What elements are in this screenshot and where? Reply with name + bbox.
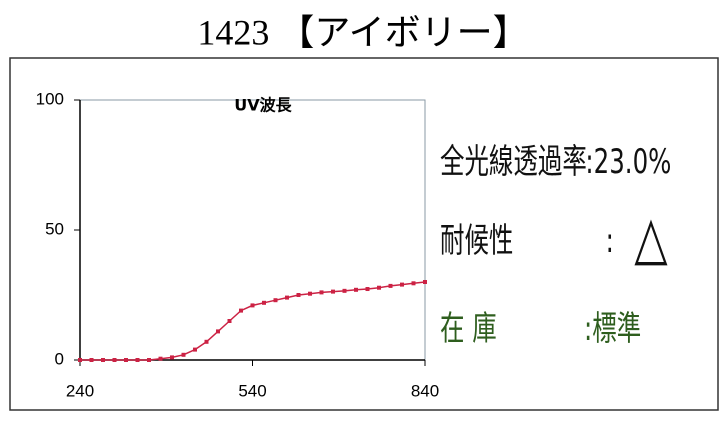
marker (250, 303, 255, 308)
marker (158, 356, 163, 361)
marker (411, 281, 416, 286)
frame (9, 57, 719, 411)
marker (365, 287, 370, 292)
x-tick-label: 240 (66, 381, 94, 400)
marker (170, 355, 174, 360)
marker (216, 329, 220, 334)
info-label: 全光線透過率 (440, 142, 587, 181)
marker (296, 293, 301, 297)
marker (308, 291, 312, 296)
marker (342, 288, 347, 293)
info-value: △ (634, 203, 668, 273)
marker (262, 300, 266, 305)
info-value: :23.0% (585, 142, 671, 181)
marker (227, 319, 232, 323)
series-line (80, 281, 426, 361)
info-value: :標準 (584, 309, 641, 348)
marker (101, 358, 105, 362)
marker (400, 282, 404, 287)
x-tick-label: 540 (238, 381, 266, 400)
info-separator: : (606, 221, 614, 260)
marker (388, 283, 393, 288)
x-tick-label: 840 (411, 381, 439, 400)
page-title: 1423 【アイボリー】 (197, 12, 528, 52)
marker (423, 280, 427, 284)
marker (239, 308, 243, 313)
chart-title: UV波長 (234, 96, 292, 115)
y-tick-label: 100 (36, 89, 64, 108)
marker (204, 339, 209, 344)
marker (147, 358, 151, 362)
marker (78, 358, 82, 362)
info-row: 在 庫 :標準 (440, 309, 641, 348)
marker (124, 358, 128, 362)
marker (181, 352, 186, 357)
marker (89, 358, 94, 362)
plot-area (79, 99, 426, 361)
marker (273, 298, 278, 303)
marker (112, 358, 117, 362)
info-label: 在 庫 (440, 309, 497, 348)
marker (193, 347, 197, 352)
marker (331, 289, 335, 294)
marker (285, 295, 289, 300)
marker (319, 290, 324, 295)
info-row: 耐候性: △ (440, 203, 668, 273)
marker (135, 358, 140, 362)
info-label: 耐候性 (440, 221, 513, 260)
marker (354, 287, 358, 292)
y-tick-label: 0 (55, 349, 64, 368)
y-tick-label: 50 (45, 219, 64, 238)
info-row: 全光線透過率:23.0% (440, 142, 671, 181)
marker (377, 285, 381, 290)
